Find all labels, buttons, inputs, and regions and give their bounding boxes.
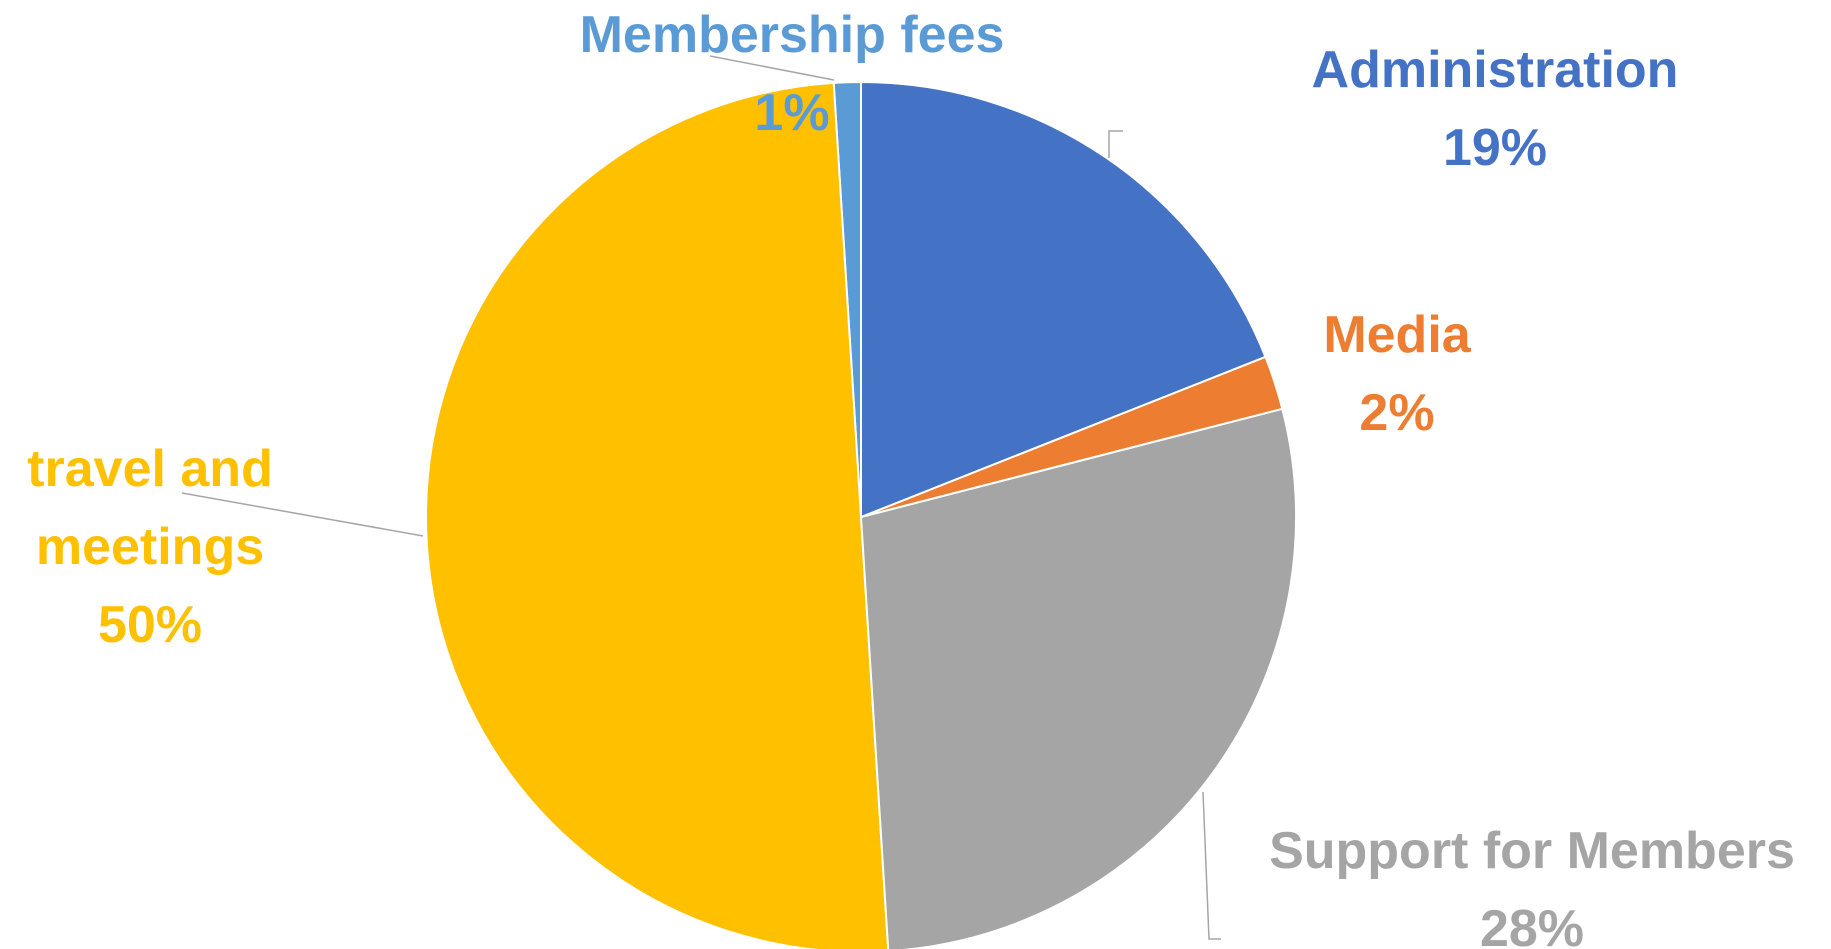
category-label: Support for Members xyxy=(1269,822,1795,880)
leader-lines xyxy=(181,55,1221,940)
slice-label: travel and meetings 50% xyxy=(5,430,295,664)
value-label: 50% xyxy=(97,596,203,654)
slice-label: Administration 19% xyxy=(1245,31,1745,187)
category-label: Membership fees xyxy=(579,6,1005,64)
pie-slice xyxy=(425,81,890,949)
value-label: 2% xyxy=(1359,384,1435,442)
leader-line xyxy=(709,55,835,81)
pie-slice xyxy=(860,80,1267,519)
leader-line xyxy=(1108,130,1123,158)
slice-label: Support for Members 28% xyxy=(1232,812,1831,949)
leader-line xyxy=(1202,791,1221,940)
value-label: 1% xyxy=(754,84,830,142)
leader-line xyxy=(181,492,424,537)
value-label: 19% xyxy=(1442,119,1548,177)
slice-label: Membership fees 1% xyxy=(542,0,1042,152)
category-label: travel and meetings xyxy=(27,440,273,576)
value-label: 28% xyxy=(1479,900,1585,949)
slice-label: Media 2% xyxy=(1247,296,1547,452)
category-label: Media xyxy=(1323,306,1471,364)
pie-slice xyxy=(859,407,1297,949)
category-label: Administration xyxy=(1311,41,1679,99)
